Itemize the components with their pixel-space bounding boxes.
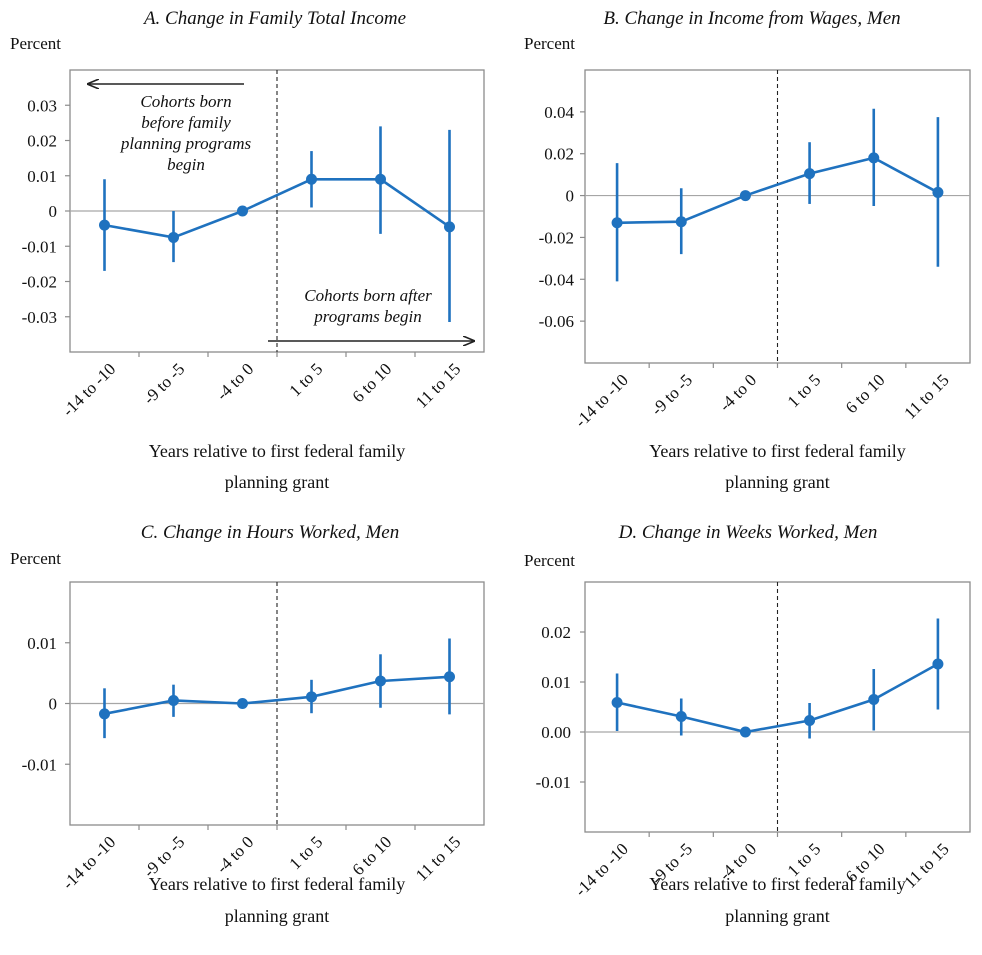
x-tick-label: -9 to -5 [647,370,696,419]
x-tick-label: -9 to -5 [140,359,189,408]
y-tick-label: 0.03 [27,96,57,115]
x-axis-label: Years relative to first federal family [649,441,906,461]
y-tick-label: -0.03 [22,308,57,327]
data-point [804,715,816,726]
annotation-after: Cohorts born after [304,286,432,305]
annotation-before: planning programs [120,134,252,153]
y-tick-label: 0.01 [541,673,571,692]
data-point [932,658,944,670]
data-point [675,216,687,228]
y-tick-label: -0.01 [536,773,571,792]
x-tick-label: 1 to 5 [286,359,327,400]
y-tick-label: 0.02 [27,132,57,151]
y-tick-label: 0.01 [27,167,57,186]
data-point [739,190,751,202]
data-point [375,675,386,687]
data-point [99,219,110,231]
series-line [617,156,939,225]
y-tick-label: 0.02 [544,145,574,164]
x-tick-label: -4 to 0 [213,359,258,404]
data-point [444,221,455,233]
x-tick-label: -4 to 0 [213,832,258,877]
y-tick-label: 0 [49,695,58,714]
data-point [168,694,179,706]
y-tick-label: 0.01 [27,634,57,653]
chart-title: B. Change in Income from Wages, Men [603,8,900,29]
x-tick-label: 1 to 5 [784,370,825,411]
x-tick-label: 11 to 15 [900,370,952,422]
x-tick-label: 11 to 15 [412,359,464,411]
data-point [99,708,110,720]
x-tick-label: -14 to -10 [58,359,119,420]
data-point [375,173,386,185]
y-tick-label: -0.06 [539,312,574,331]
x-tick-label: -14 to -10 [571,839,632,900]
y-tick-label: -0.01 [22,237,57,256]
data-point [739,726,751,738]
data-point [444,671,455,683]
x-axis-label: Years relative to first federal family [149,441,406,461]
x-axis-label: planning grant [225,906,329,926]
y-tick-label: 0 [566,187,575,206]
data-point [611,217,623,229]
panel-a: A. Change in Family Total Income Percent 0… [10,8,485,492]
data-point [168,231,179,243]
annotation-before: before family [141,113,231,132]
y-tick-label: 0.00 [541,723,571,742]
panel-b: B. Change in Income from Wages, Men Perce… [524,8,971,492]
series-line [616,662,939,734]
x-tick-label: 11 to 15 [900,839,952,891]
x-axis-label: planning grant [725,906,829,926]
x-tick-label: -14 to -10 [571,370,632,431]
y-tick-label: -0.01 [22,755,57,774]
data-point [804,168,816,180]
chart-title: A. Change in Family Total Income [142,8,406,29]
y-tick-label: 0.02 [541,623,571,642]
x-axis-label: planning grant [725,472,829,492]
data-point [237,698,248,709]
annotation-before: begin [167,155,205,174]
y-tick-label: 0.04 [544,103,574,122]
data-point [868,152,880,164]
y-axis-label: Percent [524,551,575,570]
x-tick-label: 6 to 10 [348,359,395,406]
data-point [611,697,623,708]
x-tick-label: 1 to 5 [286,832,327,873]
x-axis-label: Years relative to first federal family [649,874,906,894]
data-point [868,694,880,705]
x-tick-label: -14 to -10 [58,832,119,893]
y-axis-label: Percent [10,549,61,568]
x-axis-label: Years relative to first federal family [149,874,406,894]
x-tick-label: 11 to 15 [412,832,464,884]
y-axis-label: Percent [524,34,575,53]
x-tick-label: 6 to 10 [842,370,889,417]
y-tick-label: -0.02 [22,273,57,292]
data-point [675,711,687,722]
series-line [104,177,451,239]
data-point [237,205,248,217]
data-point [306,691,317,703]
annotation-before: Cohorts born [140,92,231,111]
chart-title: C. Change in Hours Worked, Men [141,522,399,543]
x-axis-label: planning grant [225,472,329,492]
panel-d: D. Change in Weeks Worked, Men Percent 0.0… [524,522,971,926]
y-tick-label: 0 [49,202,58,221]
y-tick-label: -0.04 [539,270,575,289]
data-point [932,186,944,198]
data-point [306,173,317,185]
x-tick-label: -4 to 0 [715,370,760,415]
y-axis-label: Percent [10,34,61,53]
annotation-after: programs begin [313,307,422,326]
panel-c: C. Change in Hours Worked, Men Percent 0.0… [10,522,485,926]
x-tick-label: 6 to 10 [348,832,395,879]
y-tick-label: -0.02 [539,228,574,247]
series-line [104,675,450,716]
chart-title: D. Change in Weeks Worked, Men [618,522,878,543]
